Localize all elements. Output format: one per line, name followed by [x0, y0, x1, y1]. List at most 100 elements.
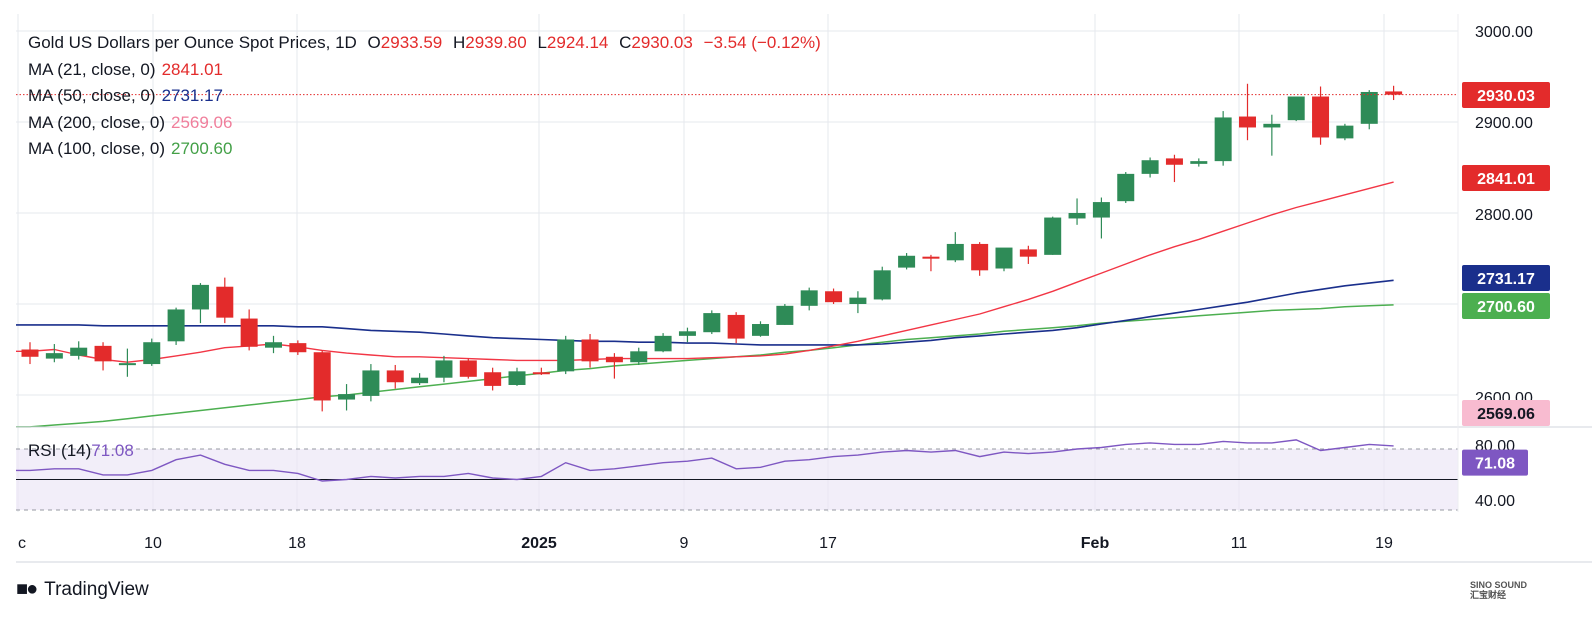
candle-up [1263, 114, 1281, 156]
candle-down [1385, 85, 1403, 101]
candle-body [1360, 91, 1378, 124]
close-price-badge: 2930.03 [1462, 82, 1550, 108]
time-tick-label: 10 [144, 535, 162, 552]
high-value: 2939.80 [465, 33, 527, 52]
candle-up [167, 307, 185, 345]
chart-legend: Gold US Dollars per Ounce Spot Prices, 1… [28, 30, 821, 163]
badge-value: 2731.17 [1477, 271, 1535, 288]
candle-body [459, 360, 477, 377]
candle-down [459, 358, 477, 379]
tradingview-icon: ■● [16, 578, 38, 600]
candle-body [70, 347, 88, 356]
ohlc-row: Gold US Dollars per Ounce Spot Prices, 1… [28, 30, 821, 57]
candle-down [21, 342, 39, 365]
close-value: 2930.03 [631, 33, 693, 52]
candle-down [1165, 154, 1183, 183]
candle-up [703, 310, 721, 335]
candle-down [1019, 245, 1037, 264]
candle-body [532, 372, 550, 375]
ma200-legend-row[interactable]: MA (200, close, 0) 2569.06 [28, 110, 821, 137]
price-tick-label: 2900.00 [1475, 115, 1533, 132]
candle-body [946, 243, 964, 261]
candle-up [1190, 158, 1208, 167]
candle-body [1044, 217, 1062, 255]
badge-box [1462, 165, 1550, 191]
candle-body [1141, 160, 1159, 174]
candle-body [435, 360, 453, 378]
candle-body [898, 255, 916, 268]
ma50-value: 2731.17 [161, 86, 224, 105]
price-badges: 2930.03 2841.01 2731.17 2700.60 2569.06 71.08 [1462, 82, 1550, 476]
candle-down [240, 309, 258, 351]
candle-body [386, 370, 404, 383]
candle-down [216, 277, 234, 324]
ma50-price-badge: 2731.17 [1462, 265, 1550, 291]
candle-body [922, 256, 940, 259]
candle-down [1312, 86, 1330, 145]
time-tick-label: c [18, 535, 26, 552]
candle-body [508, 371, 526, 385]
candle-body [800, 290, 818, 306]
rsi-pane [16, 439, 1458, 511]
time-tick-label: 11 [1231, 535, 1248, 552]
candle-up [1092, 197, 1110, 239]
candle-body [484, 372, 502, 386]
candle-up [411, 373, 429, 385]
candle-body [167, 309, 185, 342]
candle-body [703, 313, 721, 333]
rsi-legend-value: 71.08 [91, 441, 134, 460]
candle-up [1360, 90, 1378, 130]
ma100-value: 2700.60 [171, 139, 233, 158]
candle-body [94, 345, 112, 362]
badge-value: 2930.03 [1477, 88, 1535, 105]
candle-up [654, 333, 672, 353]
candle-up [362, 364, 380, 402]
rsi-label: RSI (14) [28, 441, 92, 460]
candle-down [1239, 83, 1256, 141]
candle-up [678, 327, 696, 343]
price-tick-label: 2800.00 [1475, 207, 1533, 224]
change-value: −3.54 (−0.12%) [703, 33, 821, 52]
low-value: 2924.14 [546, 33, 609, 52]
candle-down [313, 350, 331, 412]
candle-down [532, 367, 550, 375]
candle-up [752, 321, 769, 337]
candle-down [94, 342, 112, 371]
tradingview-brand: TradingView [44, 578, 149, 600]
candle-body [995, 247, 1013, 269]
candle-up [873, 266, 891, 301]
time-tick-label: 9 [680, 535, 689, 552]
sino-sound-watermark: SINO SOUND 汇宝财经 [1470, 580, 1527, 600]
badge-box [1462, 400, 1550, 426]
ma200-price-badge: 2569.06 [1462, 400, 1550, 426]
candle-body [411, 377, 429, 384]
rsi-legend-row[interactable]: RSI (14)71.08 [28, 441, 134, 461]
ma100-label: MA (100, close, 0) [28, 139, 166, 158]
ma200-label: MA (200, close, 0) [28, 112, 166, 132]
moving-averages [16, 181, 1394, 428]
candle-body [1287, 96, 1305, 121]
candle-body [1385, 91, 1403, 95]
candle-body [1214, 117, 1232, 162]
rsi-price-badge: 71.08 [1462, 449, 1528, 476]
candle-up [191, 283, 209, 324]
ma100-legend-row[interactable]: MA (100, close, 0) 2700.60 [28, 136, 821, 163]
candle-body [873, 270, 891, 300]
candle-body [971, 243, 989, 271]
ma21-legend-row[interactable]: MA (21, close, 0) 2841.01 [28, 57, 821, 84]
candle-body [1336, 125, 1354, 139]
candle-body [240, 318, 258, 347]
candle-down [386, 364, 404, 389]
candle-up [898, 253, 916, 270]
candle-up [435, 355, 453, 383]
candle-up [1068, 198, 1086, 225]
ma50-legend-row[interactable]: MA (50, close, 0) 2731.17 [28, 83, 821, 110]
tradingview-logo[interactable]: ■● TradingView [16, 578, 149, 601]
candle-body [338, 394, 356, 400]
candle-body [1117, 173, 1135, 202]
close-label: C [619, 33, 632, 52]
open-label: O [367, 33, 381, 52]
ma100-line [16, 304, 1394, 428]
